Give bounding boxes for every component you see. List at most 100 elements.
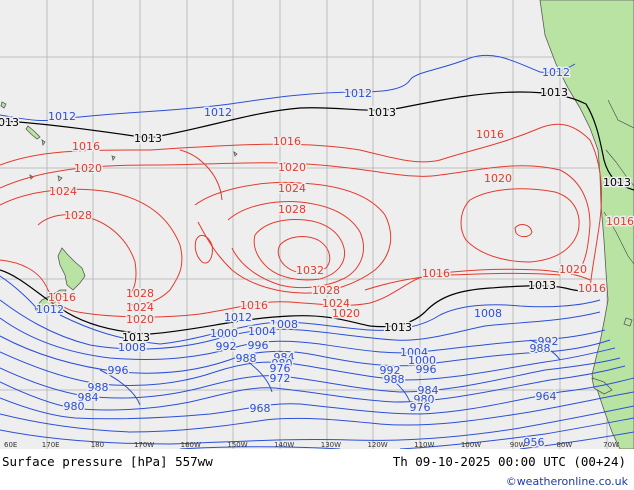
longitude-label-180: 180 [91, 441, 104, 449]
isobar-label-1016-9: 1016 [72, 140, 100, 153]
isobar-label-1020-29: 1020 [126, 313, 154, 326]
valid-time: Th 09-10-2025 00:00 UTC (00+24) [392, 454, 626, 469]
isobar-label-1028-31: 1028 [312, 284, 340, 297]
isobar-label-1024-28: 1024 [126, 301, 154, 314]
tierra-del-fuego [591, 377, 613, 395]
isobar-label-1016-10: 1016 [273, 135, 301, 148]
isobar-label-1020-13: 1020 [74, 162, 102, 175]
isobar-label-1008-39: 1008 [118, 341, 146, 354]
longitude-label-120w: 120W [367, 441, 387, 449]
longitude-label-130w: 130W [321, 441, 341, 449]
isobar-label-1012-4: 1012 [542, 66, 570, 79]
product-title: Surface pressure [hPa] 557ww [2, 454, 213, 469]
isobar-label-988-44: 988 [236, 352, 257, 365]
longitude-labels: 60E 170E 180 170W 160W 150W 140W 130W 120W 110W 10… [4, 441, 619, 449]
land [0, 0, 634, 449]
isobar-label-1004-40: 1004 [248, 325, 276, 338]
isobar-label-1000-55: 1000 [408, 354, 436, 367]
isobar-label-1016-23: 1016 [578, 282, 606, 295]
isobar-label-1013-35: 1013 [122, 331, 150, 344]
new-zealand-north-island [57, 247, 86, 291]
isobar-label-964-64: 964 [536, 390, 557, 403]
south-america-landmass [539, 0, 634, 449]
longitude-label-170w: 170W [134, 441, 154, 449]
low-isobars [0, 54, 634, 449]
isobar-label-1028-27: 1028 [126, 287, 154, 300]
longitude-label-160w: 160W [181, 441, 201, 449]
island-fiji-1 [57, 175, 63, 182]
isobar-label-1016-21: 1016 [422, 267, 450, 280]
isobar-label-1012-3: 1012 [344, 87, 372, 100]
isobar-label-1016-30: 1016 [240, 299, 268, 312]
isobar-label-1032-20: 1032 [296, 264, 324, 277]
isobar-label-992-59: 992 [538, 335, 559, 348]
isobar-label-1012-34: 1012 [224, 311, 252, 324]
isobar-label-1028-19: 1028 [278, 203, 306, 216]
longitude-label-90w: 90W [510, 441, 526, 449]
island-4 [233, 151, 238, 157]
isobar-label-1024-32: 1024 [322, 297, 350, 310]
isobar-label-996-42: 996 [248, 339, 269, 352]
isobar-label-968-53: 968 [250, 402, 271, 415]
isobar-label-1016-12: 1016 [606, 215, 634, 228]
longitude-label-100w: 100W [461, 441, 481, 449]
isobar-label-1013-0: 1013 [0, 116, 19, 129]
isobar-label-972-48: 972 [270, 372, 291, 385]
isobar-label-996-49: 996 [108, 364, 129, 377]
isobar-label-988-58: 988 [384, 373, 405, 386]
isobar-label-1013-5: 1013 [134, 132, 162, 145]
isobar-label-980-46: 980 [272, 357, 293, 370]
high-isobars [0, 123, 602, 318]
isobar-label-980-62: 980 [414, 393, 435, 406]
pressure-map: 1013 1012 1012 1012 1012 1013 1013 1013 1013 1016… [0, 0, 634, 449]
isobar-label-976-63: 976 [410, 401, 431, 414]
isobar-label-1008-38: 1008 [474, 307, 502, 320]
isobar-label-1016-25: 1016 [48, 291, 76, 304]
longitude-label-70w: 70W [603, 441, 619, 449]
isobar-label-1008-37: 1008 [270, 318, 298, 331]
isobar-label-1013-24: 1013 [528, 279, 556, 292]
isobar-label-1020-14: 1020 [278, 161, 306, 174]
island-5 [0, 101, 7, 109]
isobar-label-980-52: 980 [64, 400, 85, 413]
isobar-label-1004-54: 1004 [400, 346, 428, 359]
isobar-label-1000-41: 1000 [210, 327, 238, 340]
isobar-label-976-47: 976 [270, 362, 291, 375]
new-caledonia-island [25, 125, 41, 140]
map-footer: Surface pressure [hPa] 557ww Th 09-10-20… [0, 449, 634, 490]
isobar-label-1013-7: 1013 [540, 86, 568, 99]
isobar-label-1012-1: 1012 [48, 110, 76, 123]
island-fiji-2 [111, 155, 116, 161]
isobar-label-1012-26: 1012 [36, 303, 64, 316]
borders [603, 99, 634, 265]
isobar-label-1013-6: 1013 [368, 106, 396, 119]
isobar-label-956-65: 956 [524, 436, 545, 449]
isobar-label-988-60: 988 [530, 342, 551, 355]
isobar-label-992-43: 992 [216, 340, 237, 353]
credit-link[interactable]: ©weatheronline.co.uk [505, 475, 628, 488]
isobar-label-1024-17: 1024 [278, 182, 306, 195]
isobar-label-1028-18: 1028 [64, 209, 92, 222]
isobar-label-984-45: 984 [274, 351, 295, 364]
falkland-islands [623, 317, 633, 327]
isobar-label-1013-36: 1013 [384, 321, 412, 334]
longitude-label-80w: 80W [556, 441, 572, 449]
isobar-label-1020-22: 1020 [559, 263, 587, 276]
isobar-label-984-61: 984 [418, 384, 439, 397]
longitude-label-150w: 150W [227, 441, 247, 449]
isobar-label-1012-2: 1012 [204, 106, 232, 119]
longitude-label-170e: 170E [42, 441, 60, 449]
isobar-label-1016-11: 1016 [476, 128, 504, 141]
isobar-label-984-51: 984 [78, 391, 99, 404]
island-vanuatu-1 [41, 139, 46, 147]
isobar-labels: 1013 1012 1012 1012 1012 1013 1013 1013 1013 1016… [0, 65, 634, 450]
isobar-label-992-57: 992 [380, 364, 401, 377]
isobar-label-1013-8: 1013 [603, 176, 631, 189]
longitude-label-60e: 60E [4, 441, 17, 449]
isobar-label-1020-15: 1020 [484, 172, 512, 185]
isobar-label-1024-16: 1024 [49, 185, 77, 198]
longitude-label-140w: 140W [274, 441, 294, 449]
isobar-label-1020-33: 1020 [332, 307, 360, 320]
isobar-label-988-50: 988 [88, 381, 109, 394]
